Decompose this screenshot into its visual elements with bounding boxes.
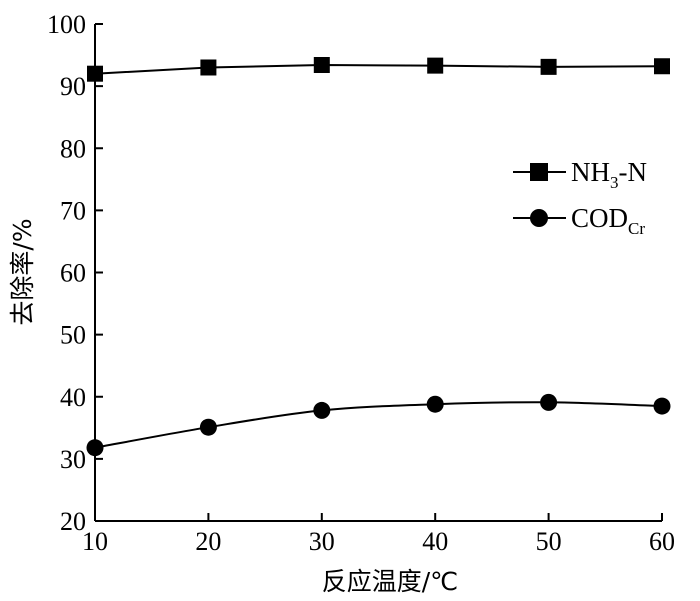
legend-label-codcr-main: COD [571, 203, 628, 233]
legend-label-codcr-sub: Cr [628, 219, 645, 238]
series-nh3n [87, 57, 670, 82]
y-tick-label: 80 [60, 134, 86, 163]
series-line [94, 63, 663, 75]
legend-item-codcr: CODCr [513, 203, 645, 238]
series-codcr [86, 393, 671, 457]
x-tick-label: 20 [195, 527, 221, 556]
axis-ticks [94, 23, 663, 522]
y-tick-label: 90 [60, 72, 86, 101]
data-point-square [313, 57, 330, 74]
y-tick-label: 50 [60, 321, 86, 350]
data-point-circle [426, 395, 444, 413]
x-tick-label: 10 [82, 527, 108, 556]
legend-label-nh3n-tail: -N [619, 157, 648, 187]
legend-label-nh3n: NH3-N [571, 157, 647, 192]
data-point-square [200, 59, 217, 76]
legend-item-nh3n: NH3-N [513, 157, 647, 192]
y-tick-label: 60 [60, 259, 86, 288]
data-point-circle [540, 393, 558, 411]
legend-marker-circle [530, 209, 548, 227]
data-point-circle [653, 397, 671, 415]
y-tick-label: 100 [47, 10, 86, 39]
data-point-square [540, 58, 557, 75]
data-point-circle [313, 401, 331, 419]
data-point-square [427, 57, 444, 74]
legend-label-nh3n-sub: 3 [610, 173, 619, 192]
data-point-circle [86, 439, 104, 457]
x-tick-label: 60 [649, 527, 675, 556]
x-axis-title: 反应温度/℃ [322, 567, 459, 596]
axes [94, 24, 662, 522]
x-tick-label: 30 [309, 527, 335, 556]
series-line [94, 401, 663, 449]
x-tick-label: 40 [422, 527, 448, 556]
y-axis-title: 去除率/% [8, 218, 37, 325]
y-tick-label: 20 [60, 507, 86, 536]
legend: NH3-N CODCr [513, 157, 647, 238]
legend-label-codcr: CODCr [571, 203, 645, 238]
legend-label-nh3n-main: NH [571, 157, 610, 187]
legend-marker-square [530, 163, 548, 181]
x-tick-label: 50 [536, 527, 562, 556]
data-point-square [654, 58, 670, 75]
data-point-circle [199, 418, 217, 436]
data-point-square [87, 65, 103, 82]
y-tick-label: 70 [60, 196, 86, 225]
y-tick-label: 40 [60, 383, 86, 412]
series-group [86, 57, 671, 457]
y-tick-label: 30 [60, 445, 86, 474]
